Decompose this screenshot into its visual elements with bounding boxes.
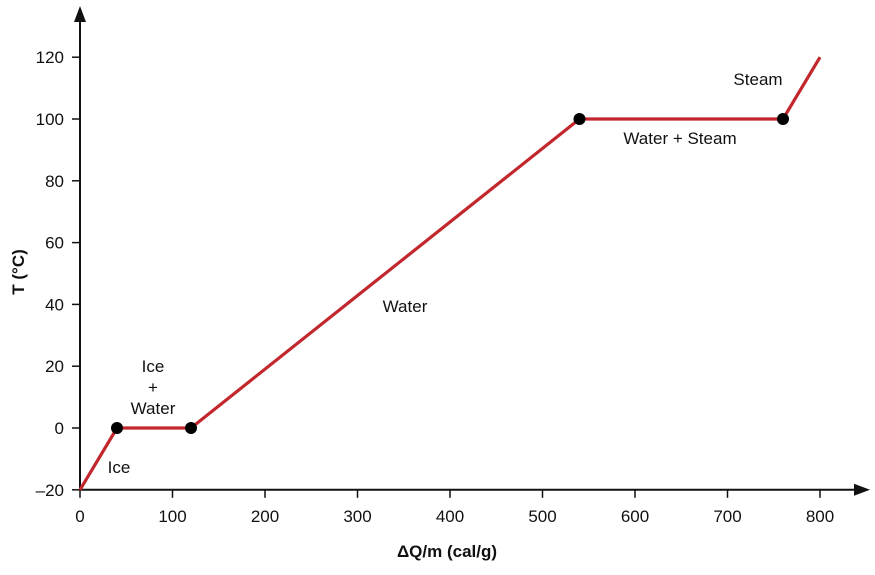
y-tick-label: 120	[36, 48, 64, 67]
y-tick-label: 40	[45, 295, 64, 314]
ticks: 0 100 200 300 400 500 600 700 800 –20 0 20 40 60 80 100…	[36, 48, 835, 526]
label-ice: Ice	[108, 458, 131, 477]
markers	[111, 113, 789, 434]
x-tick-label: 400	[436, 507, 464, 526]
label-water-steam: Water + Steam	[623, 129, 736, 148]
label-ice-water: +	[148, 378, 158, 397]
x-axis-label: ΔQ/m (cal/g)	[397, 542, 497, 561]
x-tick-label: 600	[621, 507, 649, 526]
phase-transition-point	[573, 113, 586, 125]
axes	[74, 6, 870, 496]
x-axis-arrow	[854, 483, 870, 496]
phase-transition-point	[185, 422, 197, 434]
x-tick-label: 200	[251, 507, 279, 526]
heating-curve-line	[78, 56, 822, 491]
y-tick-label: 100	[36, 110, 64, 129]
y-tick-label: 20	[45, 357, 64, 376]
label-water: Water	[383, 297, 428, 316]
y-tick-label: 60	[45, 234, 64, 253]
y-tick-label: –20	[36, 481, 64, 500]
label-ice-water: Water	[131, 399, 176, 418]
series	[78, 56, 822, 491]
x-tick-label: 800	[806, 507, 834, 526]
x-tick-label: 700	[713, 507, 741, 526]
phase-transition-point	[777, 113, 789, 125]
x-tick-label: 0	[75, 507, 84, 526]
annotations: Ice Ice + Water Water Water + Steam Steam	[108, 70, 783, 477]
label-ice-water: Ice	[142, 357, 165, 376]
x-tick-label: 300	[343, 507, 371, 526]
x-tick-label: 100	[158, 507, 186, 526]
x-tick-label: 500	[528, 507, 556, 526]
y-tick-label: 0	[55, 419, 64, 438]
phase-transition-point	[111, 422, 123, 434]
label-steam: Steam	[733, 70, 782, 89]
y-axis-arrow	[74, 6, 86, 22]
y-axis-label: T (°C)	[9, 249, 28, 295]
y-tick-label: 80	[45, 172, 64, 191]
